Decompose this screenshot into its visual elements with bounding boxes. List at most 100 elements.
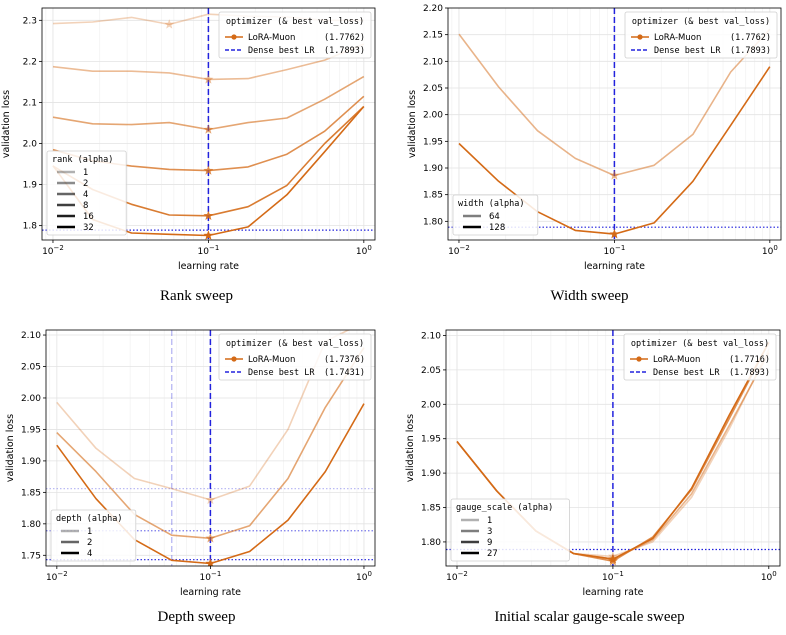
caption-width: Width sweep	[550, 288, 629, 304]
legend-marker	[636, 356, 642, 362]
legend-dense-label: Dense best LR	[248, 368, 315, 378]
x-axis-label: learning rate	[582, 587, 643, 598]
series-legend-label-32: 32	[83, 223, 94, 233]
x-axis-label: learning rate	[584, 261, 645, 272]
x-tick-label: 10−2	[448, 244, 470, 257]
x-tick-label: 100	[356, 570, 372, 583]
y-tick-label: 2.20	[423, 4, 443, 14]
legend-dense-value: (1.7893)	[324, 46, 365, 56]
series-legend-label-8: 8	[83, 201, 88, 211]
caption-gauge: Initial scalar gauge-scale sweep	[494, 609, 685, 625]
optimizer-legend: optimizer (& best val_loss) LoRA-Muon (1.7…	[218, 333, 372, 381]
chart-width: 1.80 1.85 1.90 1.95 2.00 2.05 2.10 2.15 2.20 10−2…	[407, 4, 782, 272]
series-legend: depth (alpha) 124	[50, 509, 137, 562]
x-tick-label: 100	[761, 570, 777, 583]
series-legend-label-4: 4	[87, 549, 92, 559]
optimizer-legend: optimizer (& best val_loss) LoRA-Muon (1.7…	[623, 333, 777, 381]
x-tick-label: 10−2	[46, 570, 68, 583]
best-point-star-2	[205, 533, 216, 543]
y-tick-label: 1.80	[423, 217, 443, 227]
legend-optimizer-name: LoRA-Muon	[653, 355, 700, 365]
legend-dense-value: (1.7893)	[729, 368, 770, 378]
legend-marker	[231, 34, 237, 40]
x-axis-label: learning rate	[178, 261, 239, 272]
chart-gauge: 1.80 1.85 1.90 1.95 2.00 2.05 2.10 10−2 10−1 100 l…	[405, 329, 781, 598]
x-tick-label: 10−2	[446, 570, 468, 583]
best-point-star-1	[164, 19, 175, 29]
legend-box	[624, 11, 778, 59]
legend-title: optimizer (& best val_loss)	[631, 339, 769, 349]
legend-marker	[637, 34, 643, 40]
best-point-star-64	[609, 170, 620, 180]
legend-dense-label: Dense best LR	[653, 368, 720, 378]
axes-frame	[45, 329, 376, 567]
best-point-star-128	[609, 228, 620, 239]
y-axis-label: validation loss	[407, 90, 418, 158]
series-legend-title: rank (alpha)	[52, 155, 113, 165]
x-tick-label: 10−1	[604, 244, 626, 257]
y-tick-label: 1.90	[423, 164, 443, 174]
optimizer-legend: optimizer (& best val_loss) LoRA-Muon (1.7…	[218, 11, 372, 59]
best-point-star-8	[203, 165, 214, 175]
y-tick-label: 2.15	[423, 31, 443, 41]
y-tick-label: 2.10	[423, 57, 443, 67]
series-legend-label-1: 1	[83, 168, 88, 178]
legend-optimizer-name: LoRA-Muon	[654, 33, 701, 43]
y-tick-label: 1.75	[21, 551, 41, 561]
y-tick-label: 1.8	[23, 222, 38, 232]
legend-best-value: (1.7376)	[324, 355, 365, 365]
series-legend-title: depth (alpha)	[56, 514, 123, 524]
axes-frame	[447, 7, 782, 241]
legend-box	[623, 333, 777, 381]
series-legend-title: gauge_scale (alpha)	[456, 503, 553, 513]
optimizer-legend: optimizer (& best val_loss) LoRA-Muon (1.7…	[624, 11, 778, 59]
series-legend-box	[50, 509, 137, 562]
series-legend-label-27: 27	[487, 549, 498, 559]
x-tick-label: 10−1	[602, 570, 624, 583]
series-legend-box	[452, 194, 539, 236]
x-tick-label: 100	[356, 244, 372, 257]
x-tick-label: 10−1	[198, 244, 220, 257]
best-point-star-4	[205, 558, 216, 566]
axes-frame	[41, 7, 376, 241]
legend-optimizer-name: LoRA-Muon	[248, 33, 295, 43]
y-tick-label: 2.1	[23, 98, 37, 108]
y-tick-label: 2.00	[21, 394, 41, 404]
y-axis-label: validation loss	[1, 90, 12, 158]
series-legend-label-1: 1	[487, 516, 492, 526]
series-legend-title: width (alpha)	[458, 199, 525, 209]
series-legend-box	[450, 498, 570, 562]
y-tick-label: 1.85	[423, 191, 443, 201]
y-tick-label: 2.10	[421, 332, 441, 342]
y-tick-label: 2.10	[21, 331, 41, 341]
best-point-star-32	[203, 230, 214, 240]
best-point-star-27	[607, 553, 618, 564]
legend-dense-label: Dense best LR	[248, 46, 315, 56]
series-legend-label-1: 1	[87, 527, 92, 537]
x-tick-label: 10−1	[200, 570, 222, 583]
y-tick-label: 1.95	[423, 137, 443, 147]
caption-depth: Depth sweep	[157, 609, 236, 625]
y-tick-label: 1.9	[23, 181, 38, 191]
best-point-star-1	[205, 494, 216, 505]
caption-rank: Rank sweep	[160, 288, 233, 304]
legend-title: optimizer (& best val_loss)	[632, 17, 770, 27]
legend-dense-label: Dense best LR	[654, 46, 721, 56]
y-tick-label: 1.95	[421, 435, 441, 445]
legend-dense-value: (1.7893)	[730, 46, 771, 56]
y-tick-label: 2.0	[23, 140, 38, 150]
series-legend-box	[46, 150, 127, 236]
y-tick-label: 1.90	[421, 469, 441, 479]
legend-best-value: (1.7762)	[324, 33, 365, 43]
legend-optimizer-name: LoRA-Muon	[248, 355, 295, 365]
series-legend-label-2: 2	[87, 538, 92, 548]
y-tick-label: 2.00	[421, 400, 441, 410]
legend-best-value: (1.7716)	[729, 355, 770, 365]
best-point-star-4	[203, 124, 214, 134]
legend-marker	[231, 356, 237, 362]
legend-best-value: (1.7762)	[730, 33, 771, 43]
legend-box	[218, 11, 372, 59]
